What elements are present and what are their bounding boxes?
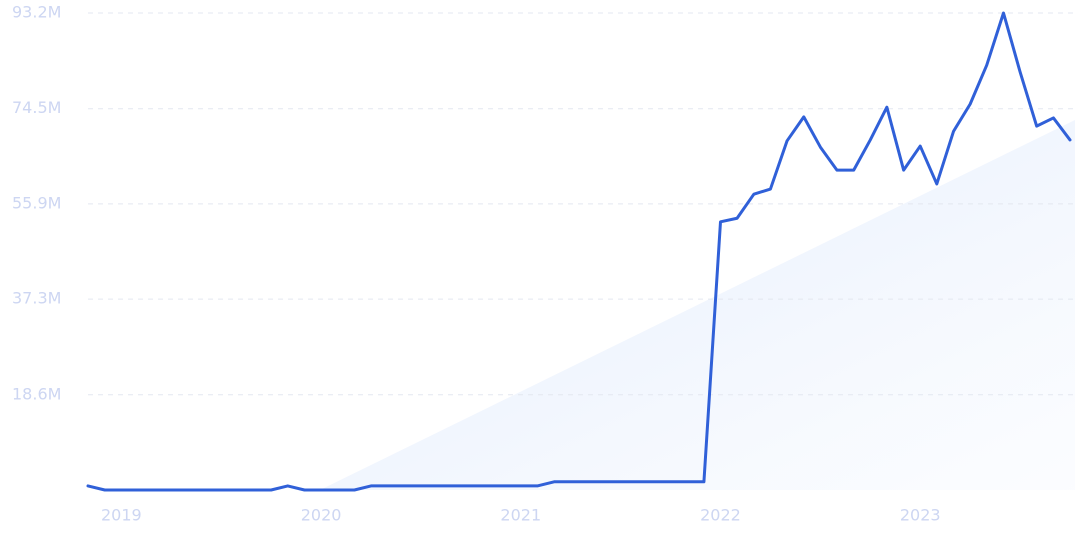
- x-tick-label: 2020: [301, 506, 342, 525]
- y-tick-label: 55.9M: [12, 193, 61, 212]
- x-tick-label: 2022: [700, 506, 741, 525]
- x-tick-label: 2019: [101, 506, 142, 525]
- x-tick-label: 2021: [500, 506, 541, 525]
- y-tick-label: 93.2M: [12, 3, 61, 22]
- y-tick-label: 74.5M: [12, 98, 61, 117]
- y-tick-label: 37.3M: [12, 289, 61, 308]
- trend-area: [320, 120, 1075, 490]
- data-line: [86, 11, 1072, 492]
- y-tick-label: 18.6M: [12, 384, 61, 403]
- x-tick-label: 2023: [900, 506, 941, 525]
